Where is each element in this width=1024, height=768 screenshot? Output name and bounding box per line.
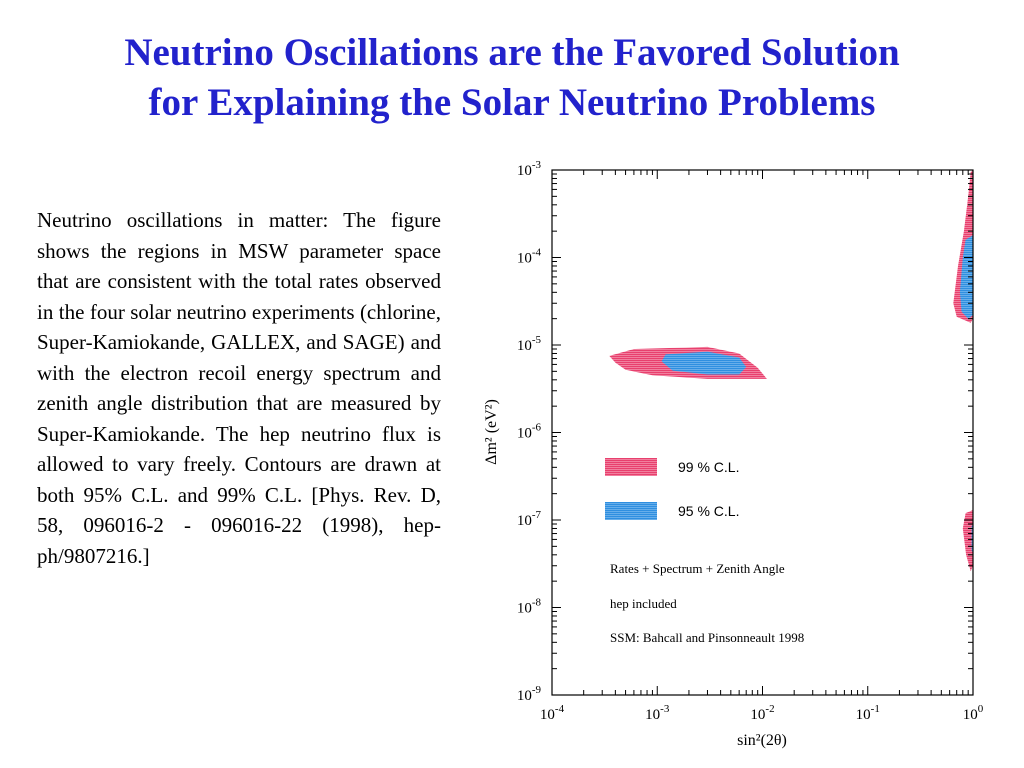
region-low-99 <box>962 510 973 572</box>
x-tick-label: 10-2 <box>750 703 774 723</box>
title-line-2: for Explaining the Solar Neutrino Proble… <box>148 81 876 124</box>
plot-frame <box>551 169 974 696</box>
y-tick-label: 10-3 <box>517 159 542 179</box>
x-tick-label: 10-1 <box>856 703 880 723</box>
y-axis-label: Δm² (eV²) <box>483 399 500 465</box>
annotation-rates: Rates + Spectrum + Zenith Angle <box>610 561 785 576</box>
legend-swatch-95 <box>605 502 657 520</box>
contour-regions <box>609 170 973 572</box>
annotation-hep: hep included <box>610 596 677 611</box>
y-tick-label: 10-4 <box>517 247 542 267</box>
tick-labels: 10-4 10-3 10-2 10-1 100 10-3 10-4 10-5 10-6 10-7 1… <box>517 159 984 723</box>
y-tick-label: 10-9 <box>517 684 542 704</box>
description-paragraph: Neutrino oscillations in matter: The fig… <box>37 208 441 568</box>
x-axis-label: sin²(2θ) <box>737 732 787 749</box>
region-sma-95 <box>661 351 747 375</box>
legend-label-95: 95 % C.L. <box>678 503 739 519</box>
x-tick-label: 100 <box>963 703 984 723</box>
x-tick-label: 10-3 <box>645 703 670 723</box>
y-tick-label: 10-6 <box>517 422 542 442</box>
axis-ticks <box>551 169 974 696</box>
legend-swatch-99 <box>605 458 657 476</box>
title-line-1: Neutrino Oscillations are the Favored So… <box>124 31 900 74</box>
x-tick-label: 10-4 <box>540 703 565 723</box>
y-tick-label: 10-7 <box>517 509 542 529</box>
annotation-ssm: SSM: Bahcall and Pinsonneault 1998 <box>610 630 804 645</box>
y-tick-label: 10-8 <box>517 597 542 617</box>
region-lma-95 <box>959 235 973 319</box>
legend-label-99: 99 % C.L. <box>678 459 739 475</box>
y-tick-label: 10-5 <box>517 334 542 354</box>
slide-title: Neutrino Oscillations are the Favored So… <box>40 28 984 128</box>
